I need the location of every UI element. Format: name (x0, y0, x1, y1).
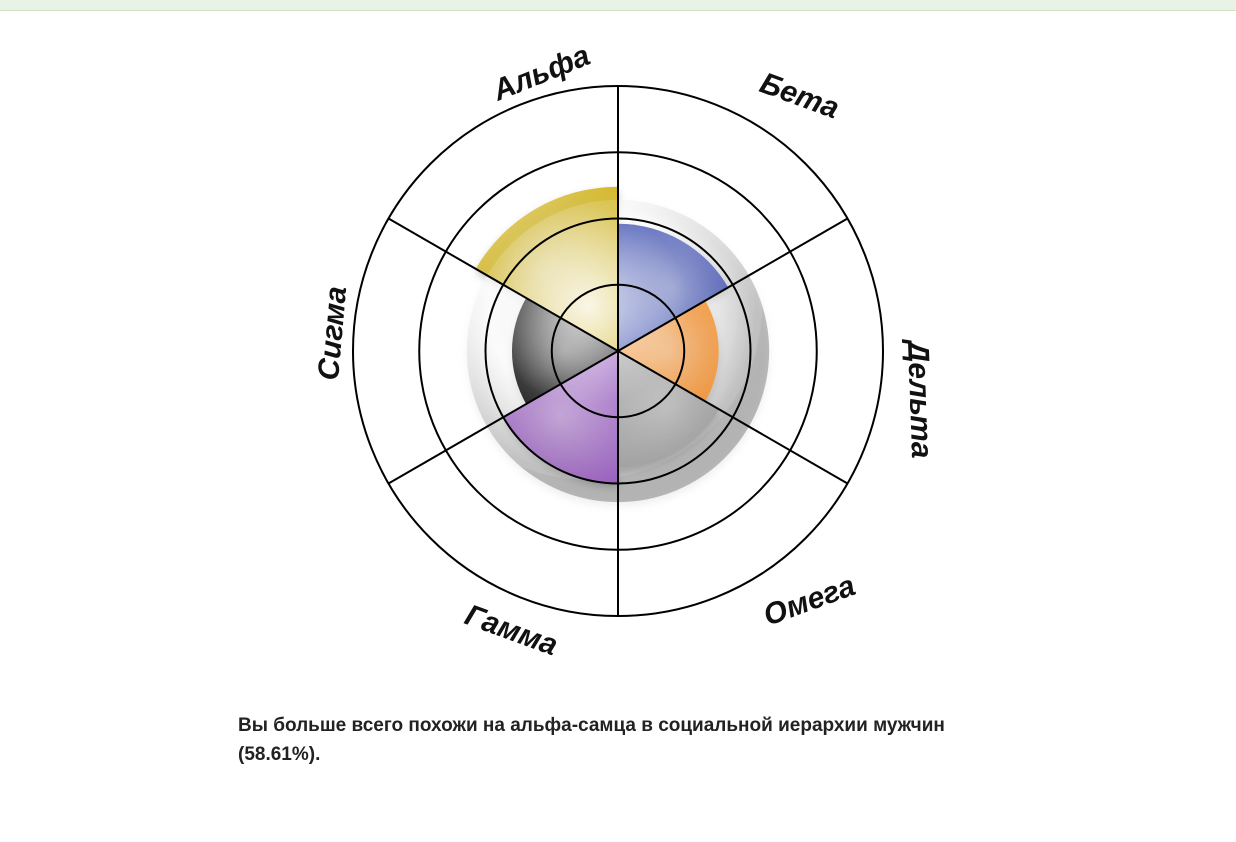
chart-container: АльфаБетаДельтаОмегаГаммаСигма (0, 41, 1236, 681)
spokes-group (389, 86, 848, 616)
result-caption: Вы больше всего похожи на альфа-самца в … (238, 711, 998, 770)
caption-line2: (58.61%). (238, 744, 320, 765)
top-accent-bar (0, 0, 1236, 11)
caption-line1: Вы больше всего похожи на альфа-самца в … (238, 715, 945, 736)
label-sigma: Сигма (312, 285, 353, 382)
label-gamma: Гамма (461, 599, 562, 663)
label-delta: Дельта (901, 337, 938, 459)
label-omega: Омега (759, 569, 859, 632)
polar-chart: АльфаБетаДельтаОмегаГаммаСигма (268, 41, 968, 681)
label-beta: Бета (756, 67, 844, 126)
